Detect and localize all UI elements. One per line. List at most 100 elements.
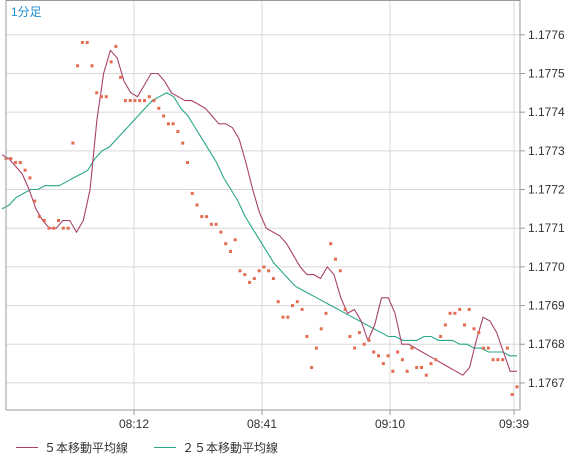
price-point (181, 141, 185, 145)
price-point (95, 91, 99, 95)
plot-frame (5, 0, 521, 411)
price-point (18, 161, 22, 164)
price-point (248, 280, 252, 284)
price-point (47, 226, 51, 230)
price-point (147, 95, 151, 99)
price-point (334, 257, 337, 261)
price-point (14, 161, 18, 164)
price-point (109, 60, 113, 64)
price-chart: 1.1767 1.1768 1.1769 1.1770 1.1771 1.1772 1.17… (0, 0, 574, 434)
price-point (66, 226, 70, 230)
price-point (243, 273, 247, 277)
price-point (377, 354, 380, 358)
price-point (291, 304, 294, 308)
legend-item-ma5: ５本移動平均線 (16, 439, 128, 456)
y-axis: 1.1767 1.1768 1.1769 1.1770 1.1771 1.1772 1.17… (520, 28, 565, 390)
price-point (90, 64, 94, 68)
legend-swatch-ma25 (154, 447, 176, 448)
price-point (496, 358, 500, 362)
price-point (515, 385, 519, 389)
price-point (324, 311, 328, 315)
y-tick-label: 1.1772 (528, 183, 565, 197)
price-point (61, 226, 65, 230)
price-point (458, 307, 462, 311)
price-point (420, 366, 423, 369)
price-point (28, 176, 32, 180)
price-point (262, 265, 266, 269)
price-point (276, 300, 280, 304)
plot-background (0, 0, 574, 434)
price-point (133, 99, 137, 103)
price-point (491, 358, 495, 362)
price-point (305, 335, 309, 338)
price-point (391, 369, 395, 373)
price-point (286, 315, 290, 319)
price-point (405, 369, 409, 373)
price-point (52, 226, 56, 230)
price-point (472, 327, 476, 331)
x-tick-label: 09:39 (499, 417, 529, 431)
price-point (467, 307, 471, 311)
price-point (482, 346, 486, 350)
price-point (400, 358, 404, 362)
price-point (319, 327, 323, 331)
y-tick-label: 1.1773 (528, 144, 565, 158)
ma5-series (1, 49, 517, 376)
price-point (219, 230, 223, 234)
price-point (100, 95, 103, 99)
price-point (329, 242, 333, 246)
price-point (257, 269, 261, 273)
price-point (57, 219, 60, 222)
price-point (477, 331, 481, 335)
price-point (114, 44, 118, 48)
price-point (171, 122, 175, 126)
price-point (152, 99, 156, 103)
price-point (33, 199, 37, 203)
price-point (463, 323, 466, 327)
price-point (357, 331, 361, 335)
price-point (410, 346, 414, 350)
price-point (9, 157, 13, 161)
price-point (381, 362, 385, 366)
price-point (143, 99, 146, 103)
price-point (195, 203, 199, 207)
price-point (138, 99, 142, 103)
price-point (501, 358, 505, 362)
ma25-series (1, 92, 517, 357)
price-point (42, 219, 46, 222)
price-point (71, 141, 75, 145)
price-point (162, 114, 166, 118)
price-point (128, 99, 132, 103)
price-point (348, 335, 352, 338)
price-point (233, 238, 237, 242)
y-tick-label: 1.1771 (528, 221, 565, 235)
price-point (85, 41, 89, 44)
price-point (343, 307, 347, 311)
price-point (209, 222, 213, 226)
y-tick-label: 1.1774 (528, 105, 565, 119)
legend: ５本移動平均線 ２５本移動平均線 (0, 434, 574, 462)
price-point (200, 215, 204, 219)
price-point (448, 311, 452, 315)
y-tick-label: 1.1769 (528, 299, 565, 313)
price-point (37, 215, 41, 219)
x-tick-label: 09:10 (375, 417, 405, 431)
x-tick-label: 08:41 (247, 417, 277, 431)
price-point (80, 41, 84, 44)
price-point (252, 277, 256, 280)
price-point (166, 122, 170, 126)
price-point (362, 342, 366, 346)
price-point (396, 350, 400, 354)
price-point (486, 346, 490, 350)
legend-swatch-ma5 (16, 447, 38, 448)
price-point (505, 346, 509, 350)
price-point (23, 168, 27, 172)
price-point (205, 215, 209, 219)
price-point (453, 311, 457, 315)
price-point (104, 95, 108, 99)
y-tick-label: 1.1775 (528, 66, 565, 80)
price-point (123, 99, 127, 103)
price-point (186, 161, 189, 164)
price-point (300, 307, 304, 311)
grid (6, 0, 520, 410)
